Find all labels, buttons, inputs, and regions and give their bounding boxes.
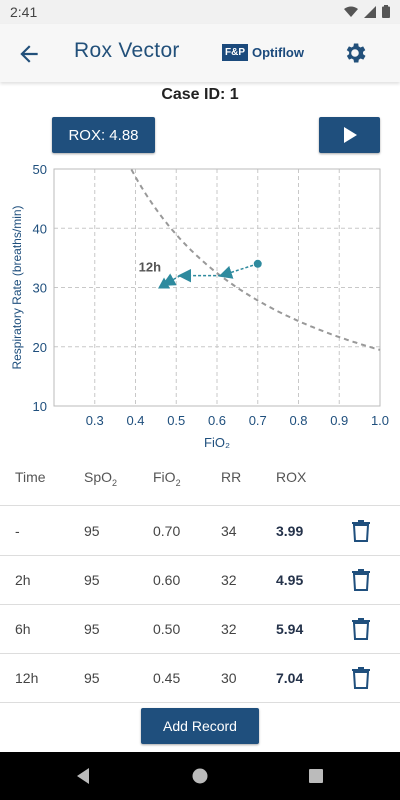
battery-icon [382, 5, 390, 18]
cell-time: - [15, 523, 20, 539]
rox-threshold-curve [130, 169, 381, 351]
x-axis-label: FiO₂ [204, 435, 230, 450]
wifi-icon [344, 6, 358, 17]
cell-rr: 30 [221, 670, 237, 686]
x-tick-label: 0.5 [167, 413, 185, 428]
cell-rox: 4.95 [276, 572, 304, 588]
status-bar: 2:41 [0, 0, 400, 24]
gear-icon[interactable] [342, 40, 368, 66]
x-tick-label: 1.0 [371, 413, 389, 428]
trash-icon[interactable] [351, 667, 371, 689]
header-spo2: SpO2 [84, 469, 118, 488]
table-header: Time SpO2 FiO2 RR ROX [0, 465, 400, 506]
status-icons [344, 5, 390, 18]
cell-rox: 5.94 [276, 621, 304, 637]
signal-icon [364, 5, 376, 18]
y-tick-label: 10 [33, 399, 47, 414]
data-point-latest [158, 277, 171, 289]
brand-name: Optiflow [252, 45, 304, 60]
trash-icon[interactable] [351, 520, 371, 542]
x-tick-label: 0.7 [249, 413, 267, 428]
cell-fio2: 0.45 [153, 670, 181, 686]
y-tick-label: 40 [33, 221, 47, 236]
trash-icon[interactable] [351, 569, 371, 591]
header-fio2: FiO2 [153, 469, 181, 488]
header-rr: RR [221, 469, 242, 485]
trash-icon[interactable] [351, 618, 371, 640]
table-row: 12h 95 0.45 30 7.04 [0, 654, 400, 703]
brand-mark: F&P [222, 44, 248, 61]
y-axis-label: Respiratory Rate (breaths/min) [10, 205, 24, 369]
status-time: 2:41 [10, 4, 38, 20]
x-tick-label: 0.8 [289, 413, 307, 428]
data-point-start [253, 259, 262, 268]
header-rox: ROX [276, 469, 307, 485]
header-time: Time [15, 469, 46, 485]
back-triangle-icon[interactable] [74, 766, 94, 786]
play-button[interactable] [319, 117, 380, 153]
add-record-button[interactable]: Add Record [141, 708, 259, 744]
page-title: Rox Vector [74, 39, 180, 62]
cell-fio2: 0.50 [153, 621, 181, 637]
system-nav-bar [0, 752, 400, 800]
x-tick-label: 0.9 [330, 413, 348, 428]
y-tick-label: 50 [33, 162, 47, 177]
recents-square-icon[interactable] [306, 766, 326, 786]
table-row: 6h 95 0.50 32 5.94 [0, 605, 400, 654]
play-icon [343, 127, 357, 143]
app-bar: Rox Vector F&P Optiflow [0, 24, 400, 82]
table-row: - 95 0.70 34 3.99 [0, 507, 400, 556]
x-tick-label: 0.3 [86, 413, 104, 428]
case-id: Case ID: 1 [161, 86, 239, 103]
cell-spo2: 95 [84, 523, 100, 539]
cell-rox: 7.04 [276, 670, 304, 686]
brand-logo: F&P Optiflow [222, 44, 304, 61]
cell-time: 6h [15, 621, 31, 637]
table-row: 2h 95 0.60 32 4.95 [0, 556, 400, 605]
cell-rr: 34 [221, 523, 237, 539]
cell-spo2: 95 [84, 670, 100, 686]
plot-border [53, 168, 381, 407]
cell-fio2: 0.60 [153, 572, 181, 588]
home-circle-icon[interactable] [190, 766, 210, 786]
x-tick-label: 0.6 [208, 413, 226, 428]
y-tick-label: 30 [33, 281, 47, 296]
cell-rr: 32 [221, 572, 237, 588]
cell-time: 2h [15, 572, 31, 588]
x-tick-label: 0.4 [126, 413, 144, 428]
cell-fio2: 0.70 [153, 523, 181, 539]
cell-spo2: 95 [84, 572, 100, 588]
cell-time: 12h [15, 670, 39, 686]
back-arrow-icon[interactable] [16, 41, 42, 67]
trend-arrow [218, 263, 258, 279]
cell-rox: 3.99 [276, 523, 304, 539]
y-tick-label: 20 [33, 340, 47, 355]
cell-spo2: 95 [84, 621, 100, 637]
chart-annotation: 12h [139, 260, 161, 275]
cell-rr: 32 [221, 621, 237, 637]
rox-chart: 0.3 0.4 0.5 0.6 0.7 0.8 0.9 1.0 10 20 30 40 50 FiO₂ Re… [10, 162, 389, 450]
rox-button[interactable]: ROX: 4.88 [52, 117, 155, 153]
